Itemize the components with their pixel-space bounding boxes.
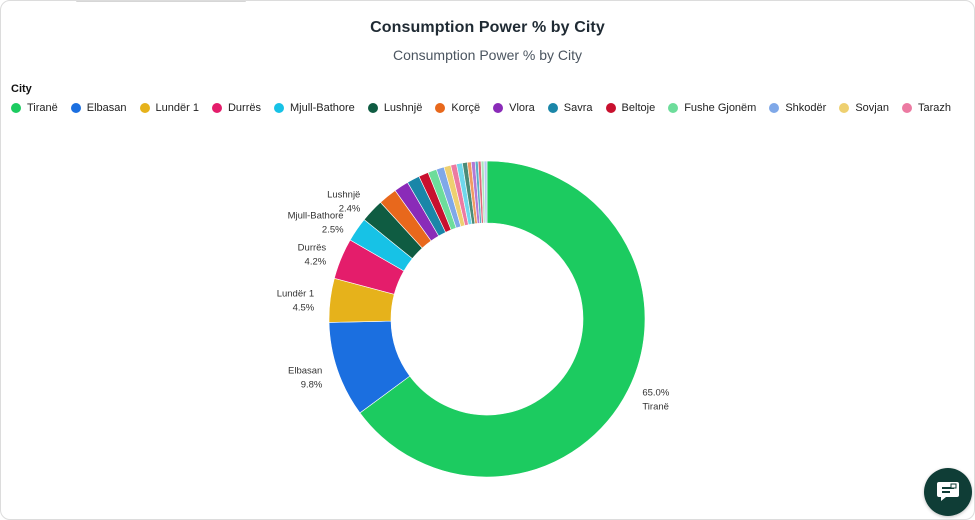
legend-swatch <box>605 103 616 113</box>
legend-item[interactable]: Tiranë <box>11 101 58 115</box>
legend-item[interactable]: Beltoje <box>605 101 656 115</box>
legend-swatch <box>274 103 284 113</box>
legend-label: Elbasan <box>86 102 127 114</box>
legend-swatch <box>547 103 558 113</box>
legend-label: Sovjan <box>855 102 889 114</box>
legend-item[interactable]: Vlora <box>493 101 535 115</box>
legend-label: Beltoje <box>621 102 656 114</box>
legend-item[interactable]: Fushe Gjonëm <box>668 101 756 115</box>
legend-label: Tarazh <box>917 102 951 114</box>
slice-name-label: Durrës <box>298 243 327 254</box>
legend-label: Mjull-Bathore <box>290 102 355 114</box>
legend-swatch <box>211 103 222 113</box>
legend-item[interactable]: Savra <box>547 101 593 115</box>
slice-name-label: Mjull-Bathore <box>288 210 344 221</box>
legend-swatch <box>11 103 21 113</box>
slice-name-label: Lushnjë <box>327 190 360 201</box>
legend-item[interactable]: Lushnjë <box>367 101 423 115</box>
legend-item[interactable]: Sovjan <box>839 101 889 115</box>
legend-item[interactable]: Lundër 1 <box>139 101 199 115</box>
legend-swatch <box>435 103 446 113</box>
legend-label: Fushe Gjonëm <box>684 102 757 114</box>
legend-label: Tiranë <box>27 102 58 114</box>
legend-swatch <box>769 103 780 113</box>
legend-label: Vlora <box>509 102 535 114</box>
legend-item[interactable]: Tarazh <box>901 101 951 115</box>
legend-label: Shkodër <box>785 102 827 114</box>
legend-title: City <box>11 83 32 95</box>
chart-subtitle: Consumption Power % by City <box>392 47 583 63</box>
legend-swatch <box>668 103 679 113</box>
legend-label: Lushnjë <box>383 102 423 114</box>
legend-swatch <box>901 103 912 113</box>
legend-item[interactable]: Elbasan <box>70 101 127 115</box>
legend-swatch <box>493 103 504 113</box>
legend-item[interactable]: Korçë <box>435 101 480 115</box>
slice-name-label: Lundër 1 <box>277 288 315 299</box>
donut-slice[interactable] <box>359 160 646 478</box>
legend-label: Savra <box>563 102 593 114</box>
slice-percent-label: 2.4% <box>339 204 361 215</box>
slice-name-label: Tiranë <box>642 401 669 412</box>
chat-button[interactable] <box>924 468 972 516</box>
slice-percent-label: 9.8% <box>301 379 323 390</box>
legend-label: Lundër 1 <box>155 102 199 114</box>
legend-label: Korçë <box>451 102 481 114</box>
slice-name-label: Elbasan <box>288 365 322 376</box>
legend-swatch <box>139 103 150 113</box>
chat-bubble-icon <box>937 482 959 501</box>
legend-item[interactable]: Mjull-Bathore <box>274 101 355 115</box>
slice-percent-label: 2.5% <box>322 224 344 235</box>
legend-swatch <box>367 103 378 113</box>
legend-swatch <box>70 103 81 113</box>
legend-item[interactable]: Shkodër <box>769 101 826 115</box>
donut-slice[interactable] <box>483 160 488 224</box>
slice-percent-label: 4.5% <box>293 302 315 313</box>
legend: Tiranë Elbasan Lundër 1 Durrës Mjull-Bathore… <box>11 101 956 117</box>
slice-percent-label: 65.0% <box>642 387 669 398</box>
legend-swatch <box>839 103 850 113</box>
chart-title: Consumption Power % by City <box>370 19 605 36</box>
slice-percent-label: 4.2% <box>305 257 327 268</box>
legend-label: Durrës <box>227 102 261 114</box>
legend-item[interactable]: Durrës <box>211 101 261 115</box>
top-tab-indicator <box>76 1 246 2</box>
